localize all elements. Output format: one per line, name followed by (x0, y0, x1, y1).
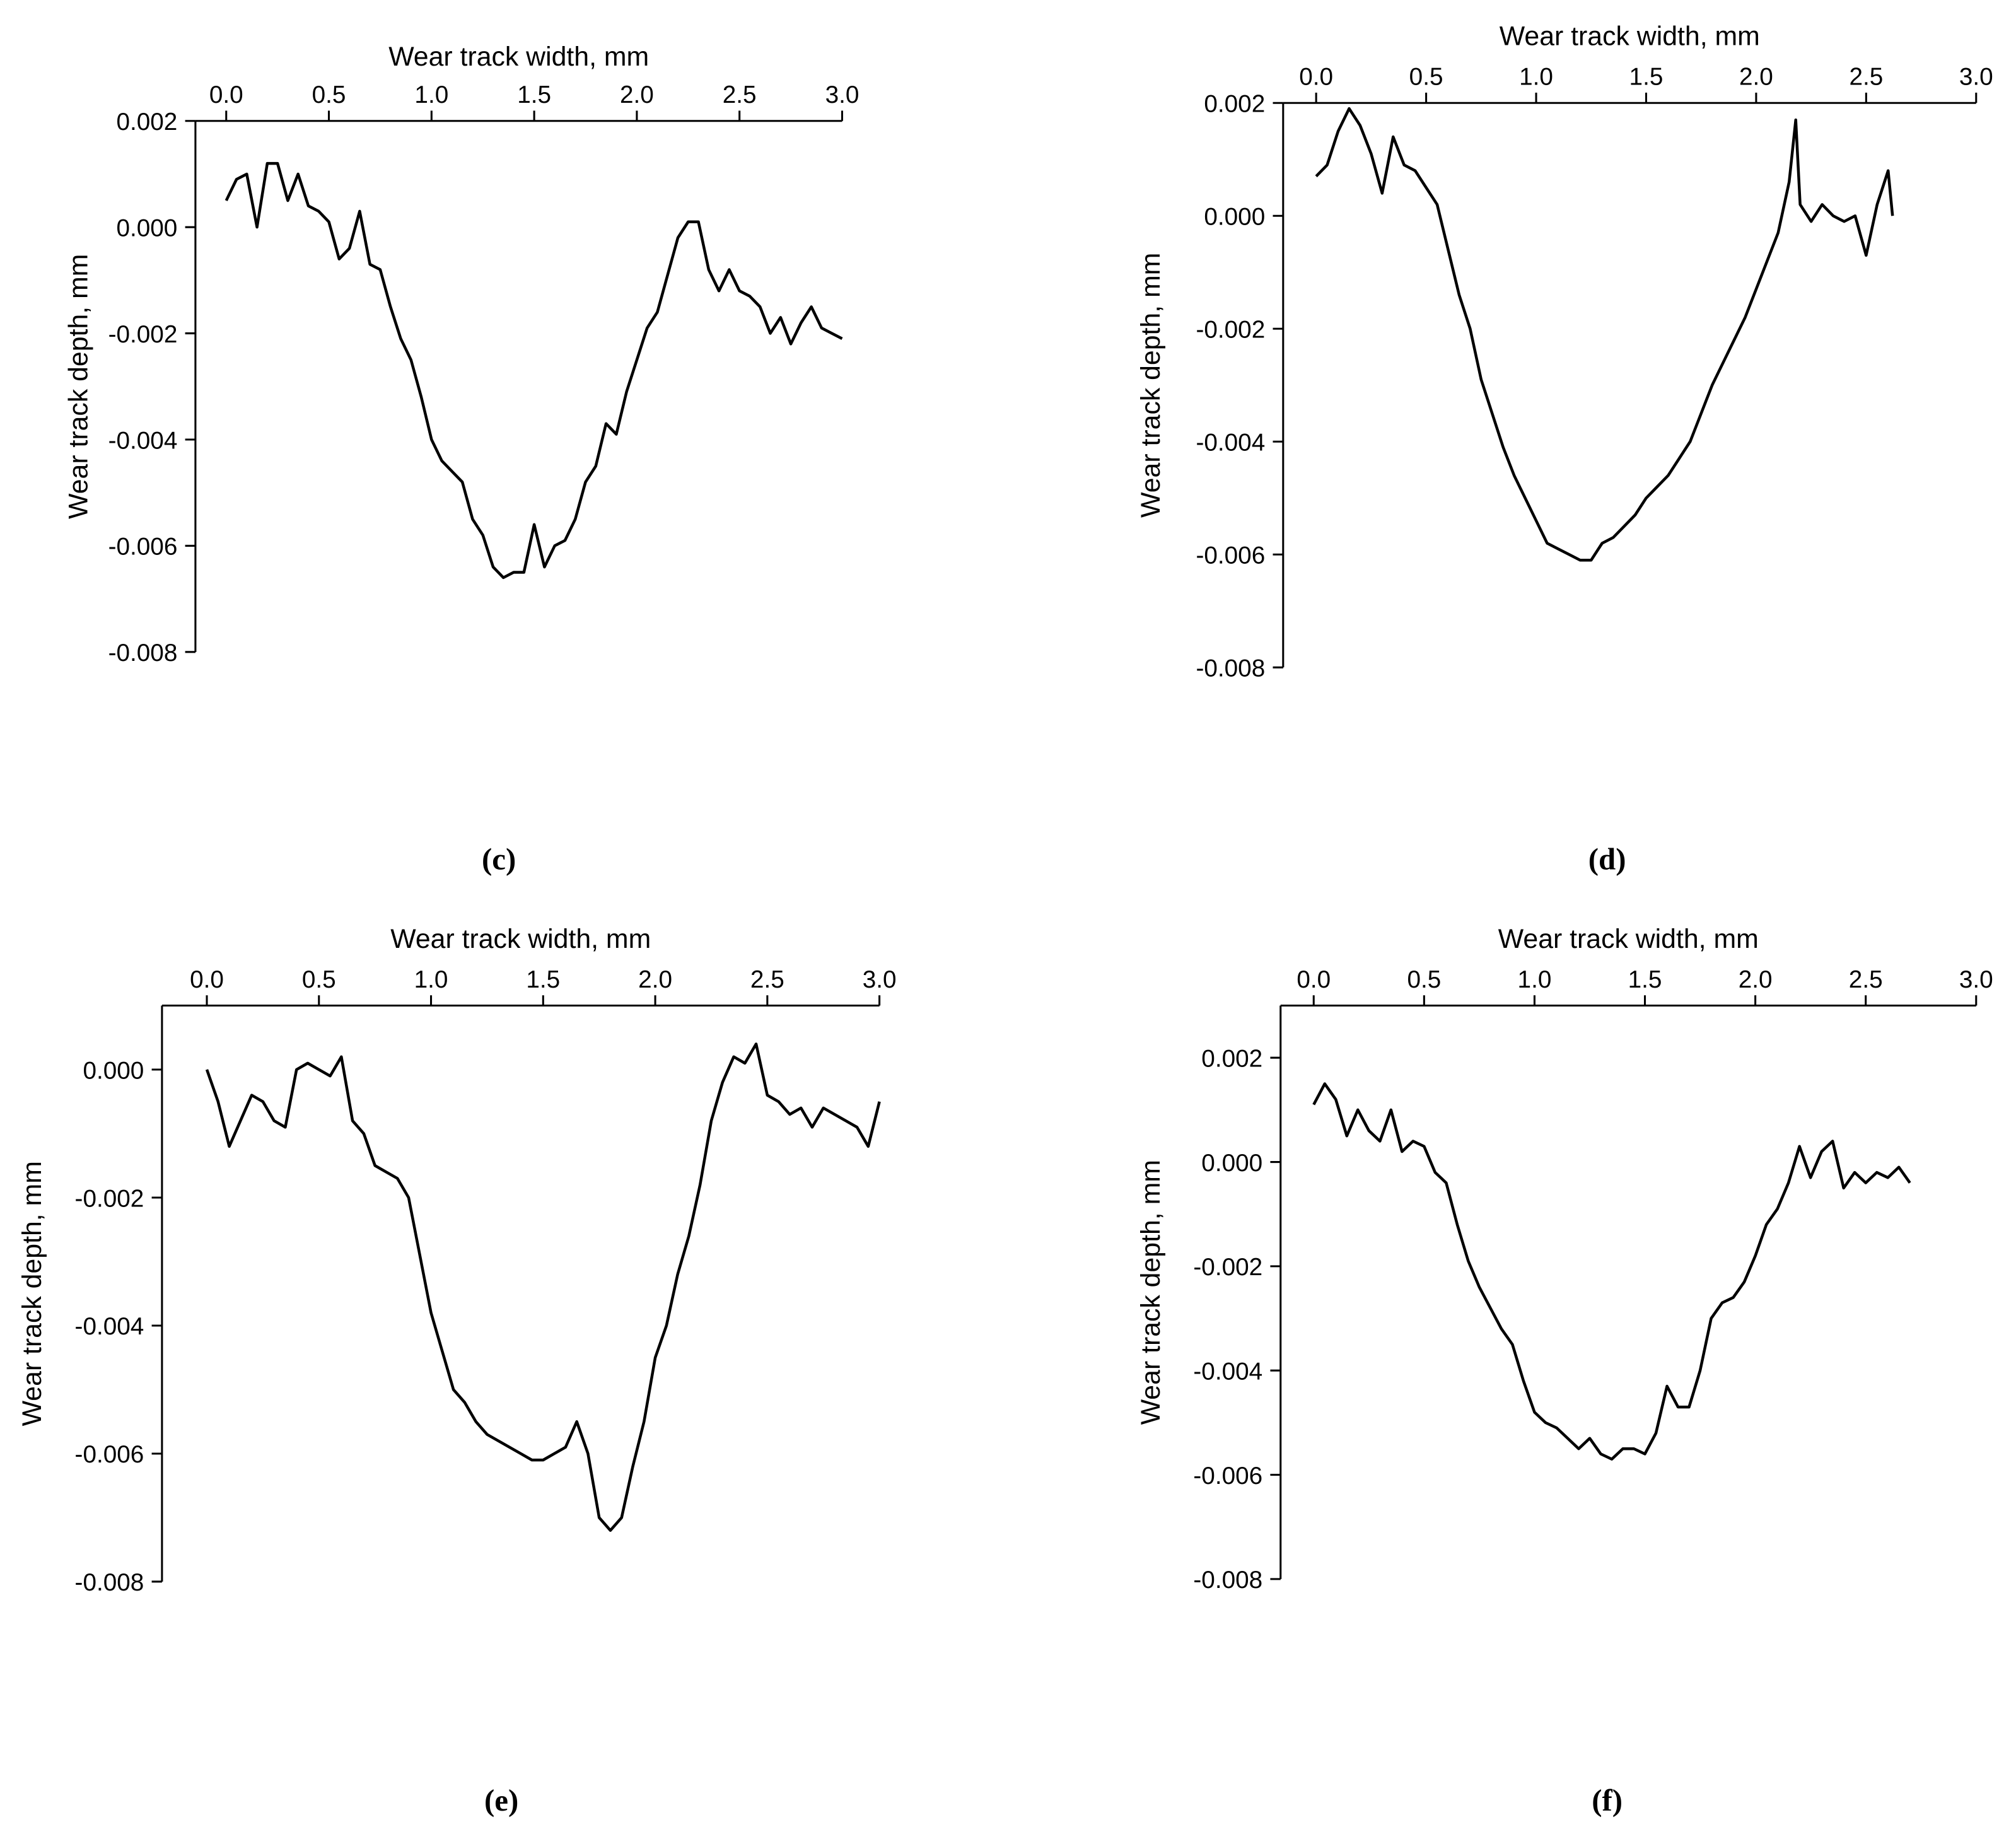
x-tick-label: 1.5 (517, 81, 551, 108)
panel-label: (f) (1592, 1783, 1623, 1818)
x-tick-label: 2.0 (638, 966, 672, 993)
x-tick-label: 2.5 (1849, 966, 1883, 993)
chart-panel: 0.0 0.5 1.0 1.5 2.0 2.5 3.0 0.000 -0.002 -0.004 -0… (17, 924, 896, 1818)
x-tick-label: 0.0 (209, 81, 243, 108)
y-tick-label: -0.004 (1193, 1358, 1262, 1385)
x-tick-label: 0.5 (1409, 64, 1443, 91)
y-tick-label: -0.002 (108, 321, 178, 348)
panel-label: (c) (482, 841, 516, 876)
x-axis-title: Wear track width, mm (388, 42, 649, 72)
y-tick-label: 0.002 (1201, 1045, 1262, 1072)
y-axis-title: Wear track depth, mm (17, 1161, 47, 1426)
y-axis-title: Wear track depth, mm (64, 254, 94, 519)
x-tick-label: 0.5 (312, 81, 346, 108)
y-tick-label: -0.006 (1193, 1462, 1262, 1490)
chart-panel: 0.0 0.5 1.0 1.5 2.0 2.5 3.0 0.002 0.000 -0.002 -0.… (1136, 924, 1993, 1818)
y-tick-label: -0.004 (108, 427, 178, 454)
x-tick-label: 1.0 (1519, 64, 1553, 91)
x-tick-label: 3.0 (825, 81, 859, 108)
y-tick-label: -0.008 (75, 1569, 144, 1596)
y-tick-label: -0.008 (108, 639, 178, 667)
x-tick-label: 3.0 (863, 966, 897, 993)
x-axis-title: Wear track width, mm (1500, 21, 1760, 51)
chart-panel: 0.0 0.5 1.0 1.5 2.0 2.5 3.0 0.002 0.000 -0.002 -0.… (64, 42, 859, 876)
x-tick-label: 1.5 (526, 966, 560, 993)
x-tick-label: 0.0 (1299, 64, 1333, 91)
y-tick-label: -0.004 (1196, 429, 1265, 457)
y-tick-label: 0.000 (1201, 1150, 1262, 1177)
x-axis-title: Wear track width, mm (390, 924, 651, 954)
y-tick-label: -0.006 (1196, 542, 1265, 569)
x-tick-label: 2.5 (1849, 64, 1883, 91)
y-tick-label: 0.000 (83, 1057, 144, 1084)
x-tick-label: 1.0 (1518, 966, 1552, 993)
y-tick-label: -0.006 (108, 534, 178, 561)
x-tick-label: 3.0 (1959, 966, 1993, 993)
x-tick-label: 2.0 (1739, 966, 1773, 993)
y-tick-label: -0.002 (1193, 1254, 1262, 1281)
y-axis-title: Wear track depth, mm (1136, 253, 1166, 518)
chart-panel: 0.0 0.5 1.0 1.5 2.0 2.5 3.0 0.002 0.000 -0.002 -0.… (1136, 21, 1993, 876)
x-tick-label: 1.5 (1629, 64, 1663, 91)
x-tick-label: 3.0 (1959, 64, 1993, 91)
x-tick-label: 2.0 (620, 81, 654, 108)
y-tick-label: 0.000 (116, 214, 177, 242)
y-tick-label: -0.008 (1196, 655, 1265, 682)
y-tick-label: 0.002 (116, 108, 177, 136)
x-tick-label: 2.5 (750, 966, 784, 993)
x-tick-label: 0.0 (1296, 966, 1331, 993)
x-axis-title: Wear track width, mm (1498, 924, 1759, 954)
y-tick-label: -0.008 (1193, 1567, 1262, 1594)
x-tick-label: 1.0 (414, 966, 448, 993)
profile-line (1312, 1082, 1911, 1461)
profile-line (205, 1042, 881, 1532)
x-tick-label: 2.5 (723, 81, 757, 108)
x-tick-label: 2.0 (1739, 64, 1773, 91)
y-tick-label: -0.004 (75, 1313, 144, 1340)
x-tick-label: 0.0 (190, 966, 224, 993)
y-tick-label: -0.006 (75, 1441, 144, 1468)
y-tick-label: 0.000 (1204, 204, 1265, 231)
profile-line (1315, 107, 1894, 562)
panel-label: (d) (1588, 841, 1626, 876)
profile-line (224, 161, 843, 580)
x-tick-label: 1.0 (414, 81, 448, 108)
y-tick-label: -0.002 (75, 1185, 144, 1212)
y-axis-title: Wear track depth, mm (1136, 1160, 1166, 1425)
x-tick-label: 1.5 (1628, 966, 1662, 993)
x-tick-label: 0.5 (302, 966, 336, 993)
y-tick-label: 0.002 (1204, 90, 1265, 117)
panel-label: (e) (484, 1783, 518, 1818)
x-tick-label: 0.5 (1407, 966, 1441, 993)
y-tick-label: -0.002 (1196, 317, 1265, 344)
